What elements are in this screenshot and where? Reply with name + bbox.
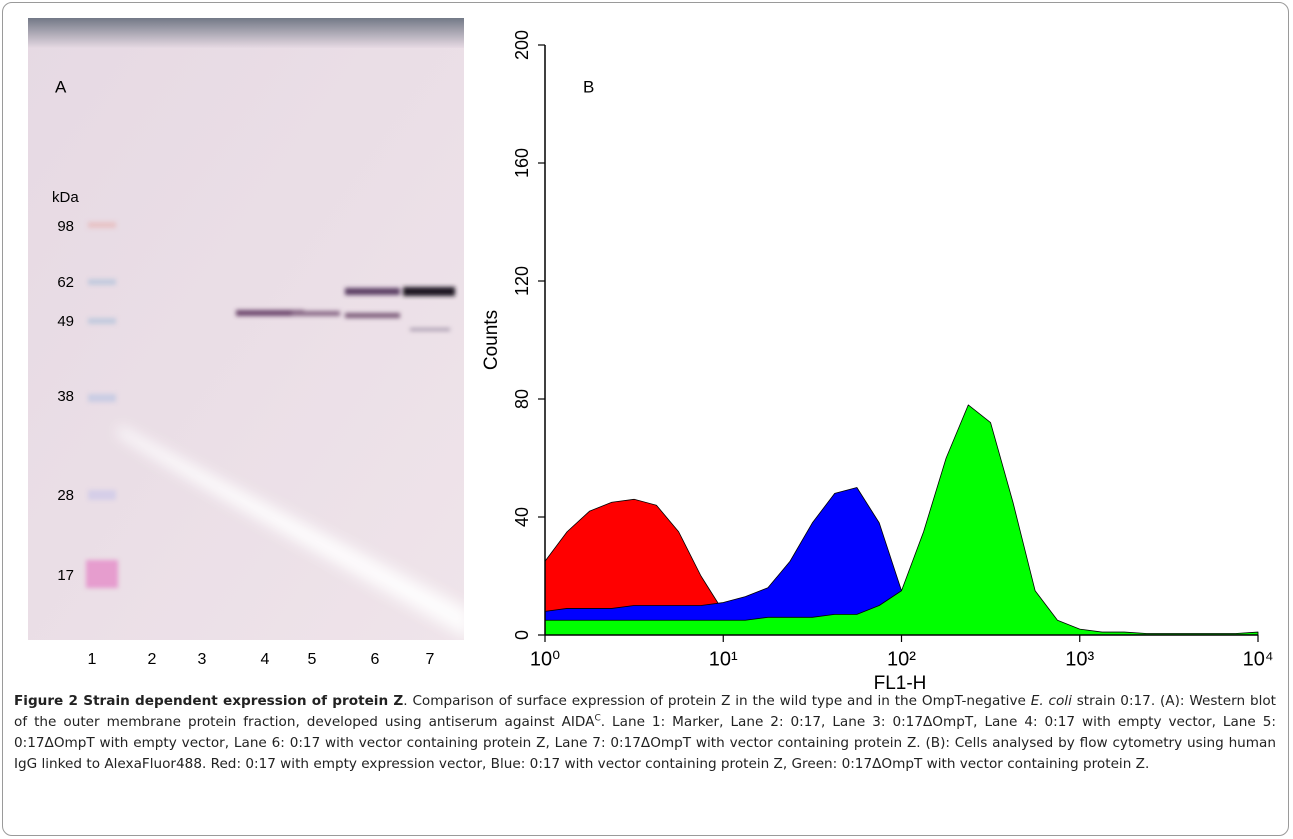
y-tick-label: 160 — [512, 148, 532, 178]
figure: A kDa 98 62 49 38 28 17 1 2 3 4 5 6 7 B FL1-H Count… — [28, 18, 1273, 690]
lane-label: 4 — [261, 651, 270, 668]
panel-label: A — [55, 77, 67, 96]
y-tick-label: 120 — [512, 266, 532, 296]
caption-title: Figure 2 Strain dependent expression of … — [14, 693, 404, 709]
lane-label: 1 — [88, 651, 97, 668]
western-blot: A kDa — [28, 18, 470, 640]
y-tick-label: 40 — [512, 507, 532, 527]
y-tick-label: 80 — [512, 389, 532, 409]
lane-label: 7 — [426, 651, 435, 668]
marker-label: 49 — [57, 313, 74, 330]
x-tick-label: 10⁰ — [530, 648, 560, 670]
x-tick-label: 10⁴ — [1243, 648, 1274, 670]
panel-label: B — [583, 77, 594, 96]
y-tick-label: 200 — [512, 30, 532, 60]
flow-histogram: B FL1-H Counts 0 40 80 120 160 200 10⁰ 10¹ 10² 10… — [481, 30, 1273, 690]
caption: Figure 2 Strain dependent expression of … — [14, 691, 1276, 775]
lane-label: 3 — [198, 651, 207, 668]
x-tick-label: 10³ — [1065, 648, 1094, 670]
lane-label: 6 — [371, 651, 380, 668]
x-tick-label: 10¹ — [709, 648, 738, 670]
marker-labels: 98 62 49 38 28 17 — [57, 218, 74, 584]
marker-label: 38 — [57, 388, 74, 405]
marker-label: 28 — [57, 487, 74, 504]
unit-label: kDa — [52, 189, 79, 206]
marker-label: 17 — [57, 567, 74, 584]
x-tick-label: 10² — [887, 648, 916, 670]
histogram-area — [544, 404, 1259, 636]
y-axis-label: Counts — [481, 310, 502, 370]
y-tick-label: 0 — [512, 630, 532, 640]
caption-italic: E. coli — [1030, 693, 1072, 709]
lane-label: 5 — [308, 651, 317, 668]
marker-label: 62 — [57, 274, 74, 291]
lane-labels: 1 2 3 4 5 6 7 — [88, 651, 435, 668]
caption-text: . Comparison of surface expression of pr… — [403, 693, 1031, 709]
caption-superscript: C — [594, 713, 601, 724]
lane-label: 2 — [148, 651, 157, 668]
x-axis-label: FL1-H — [874, 673, 927, 690]
caption-text: strain 0:17. (A): Western blot of the ou… — [14, 693, 1277, 730]
caption-text: . Lane 1: Marker, Lane 2: 0:17, Lane 3: … — [14, 714, 1276, 772]
marker-label: 98 — [57, 218, 74, 235]
